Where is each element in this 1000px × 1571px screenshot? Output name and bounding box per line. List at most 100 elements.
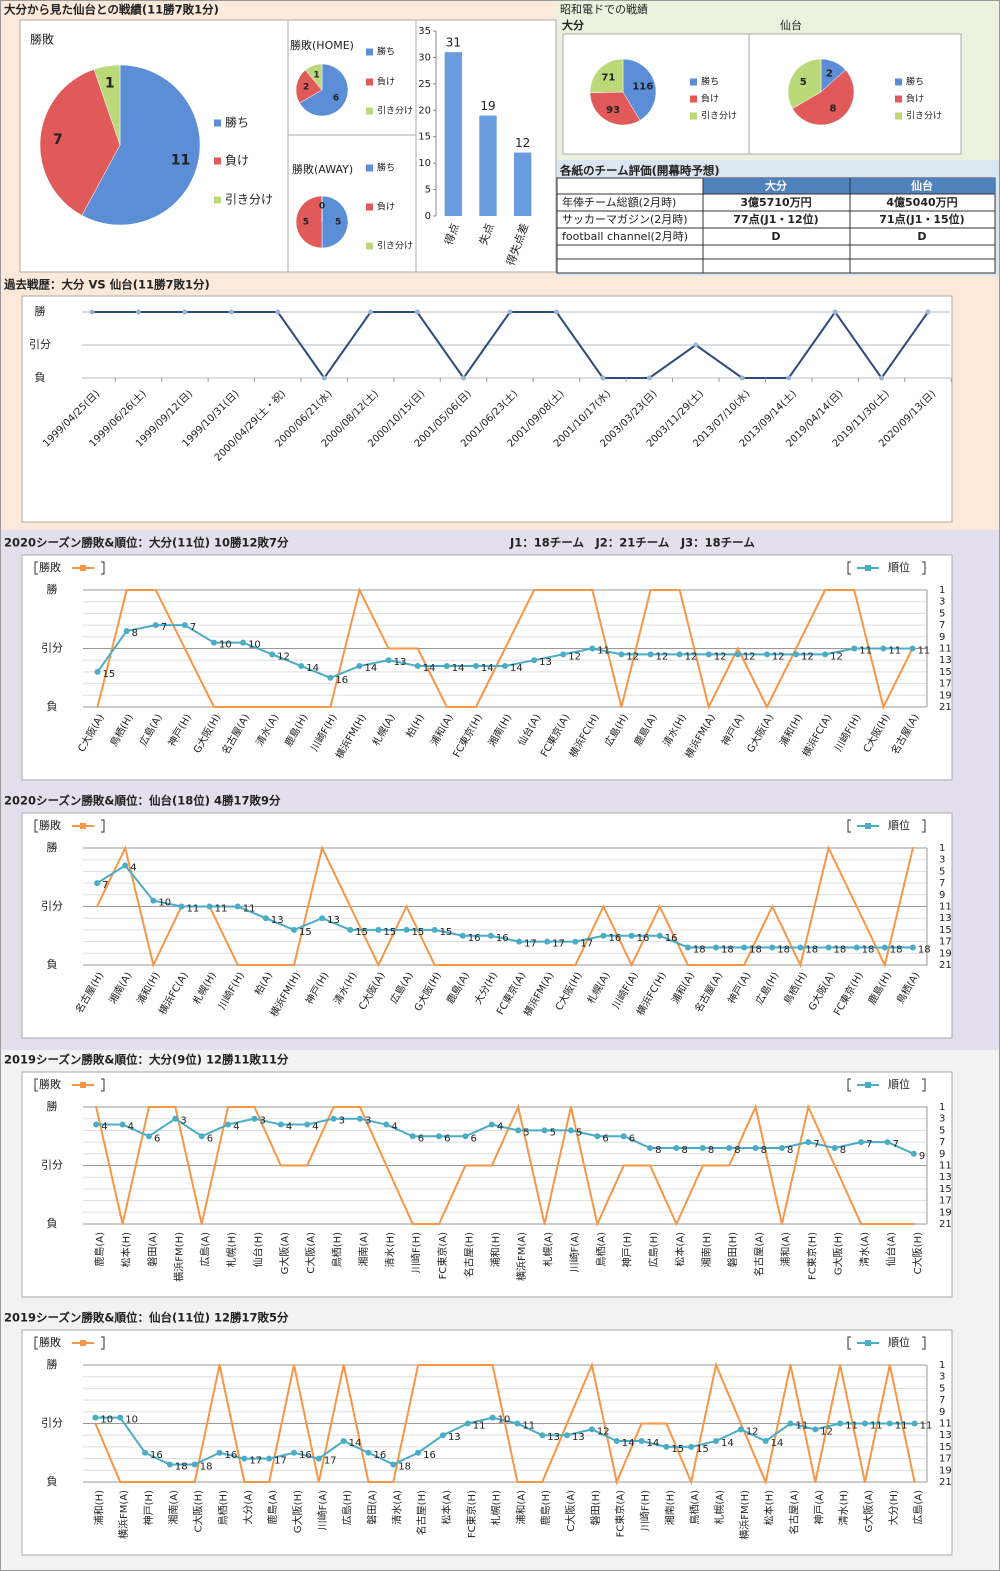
series-marker — [736, 647, 739, 650]
series-marker — [649, 1164, 652, 1167]
y-tick-label: 負 — [35, 371, 46, 384]
data-label: 18 — [777, 944, 790, 955]
series-marker — [385, 1164, 388, 1167]
series-marker — [443, 663, 450, 670]
series-marker — [489, 964, 492, 966]
series-marker — [516, 938, 523, 945]
series-marker — [649, 589, 652, 591]
series-marker — [392, 1481, 395, 1483]
y2-tick-label: 5 — [939, 608, 945, 619]
data-label: 4 — [312, 1122, 318, 1133]
table-header-bg — [703, 178, 995, 194]
series-marker — [438, 1223, 441, 1225]
y-tick-label: 引分 — [41, 1158, 63, 1172]
y2-tick-label: 9 — [939, 1407, 945, 1418]
series-marker — [541, 1481, 544, 1483]
series-marker — [880, 645, 887, 652]
data-label: 6 — [602, 1133, 608, 1144]
legend-marker — [80, 1082, 86, 1088]
chart-title: 仙台 — [780, 18, 802, 32]
chart-box — [21, 812, 953, 1039]
line-marker — [321, 375, 327, 381]
x-tick-label: 神戸(A) — [812, 1490, 825, 1525]
legend-label: 勝ち — [701, 76, 719, 88]
x-tick-label: 湘南(A) — [167, 1490, 180, 1525]
series-marker — [656, 932, 663, 939]
x-tick-label: 鳥栖(H) — [331, 1232, 344, 1267]
x-tick-label: 磐田(A) — [146, 1232, 159, 1267]
x-tick-label: 横浜FM(H) — [738, 1490, 751, 1540]
data-label: 11 — [597, 646, 610, 657]
series-marker — [241, 1455, 248, 1462]
x-tick-label: 札幌(A) — [713, 1490, 726, 1525]
x-tick-label: 広島(H) — [341, 1490, 354, 1525]
chart-title: 勝敗(AWAY) — [292, 162, 353, 176]
series-marker — [778, 1144, 785, 1151]
series-marker — [812, 1426, 819, 1433]
data-label: 14 — [423, 663, 436, 674]
series-marker — [764, 1481, 767, 1483]
x-tick-label: 磐田(H) — [726, 1232, 739, 1267]
series-marker — [787, 1420, 794, 1427]
series-marker — [839, 1364, 842, 1366]
series-marker — [618, 651, 625, 658]
y2-tick-label: 9 — [939, 632, 945, 643]
data-label: 7 — [102, 880, 108, 891]
series-marker — [121, 1223, 124, 1225]
series-marker — [541, 1127, 548, 1134]
x-tick-label: 浦和(A) — [514, 1490, 527, 1525]
data-label: 8 — [830, 104, 837, 115]
series-marker — [466, 1364, 469, 1366]
data-label: 16 — [496, 933, 509, 944]
line-marker — [739, 375, 745, 381]
data-label: 4 — [128, 1122, 134, 1133]
series-marker — [504, 647, 506, 650]
series-marker — [122, 862, 129, 869]
series-marker — [734, 651, 741, 658]
series-marker — [125, 589, 128, 591]
data-label: 5 — [550, 1127, 556, 1138]
series-marker — [741, 944, 748, 951]
data-label: 11 — [888, 646, 901, 657]
data-label: 14 — [349, 1438, 362, 1449]
series-marker — [518, 964, 521, 966]
data-label: 8 — [787, 1145, 793, 1156]
data-label: 6 — [629, 1133, 635, 1144]
data-label: 18 — [693, 944, 706, 955]
annotation: J1：18チーム J2：21チーム J3：18チーム — [509, 536, 755, 550]
series-marker — [911, 1420, 918, 1427]
data-label: 15 — [355, 927, 368, 938]
legend-label: 勝ち — [377, 46, 395, 58]
data-label: 12 — [772, 651, 785, 662]
line-marker — [646, 375, 652, 381]
legend-swatch — [895, 78, 902, 86]
series-marker — [684, 944, 691, 951]
series-marker — [439, 1432, 446, 1439]
series-marker — [436, 1133, 443, 1140]
y-tick-label: 勝 — [47, 840, 58, 854]
series-marker — [647, 1144, 654, 1151]
x-tick-label: 川崎F(A) — [316, 1490, 329, 1530]
series-marker — [375, 926, 382, 933]
legend-swatch — [214, 157, 221, 165]
y-tick-label: 負 — [47, 700, 58, 713]
bar — [514, 152, 532, 216]
pie-slice — [589, 58, 624, 93]
data-label: 6 — [154, 1133, 160, 1144]
line-marker — [693, 342, 699, 348]
legend-swatch — [366, 203, 373, 211]
series-marker — [212, 706, 215, 708]
x-tick-label: FC東京(A) — [436, 1232, 449, 1279]
y2-tick-label: 19 — [939, 690, 952, 701]
series-marker — [236, 964, 239, 966]
table-row-label: football channel(2月時) — [562, 230, 688, 243]
y2-tick-label: 5 — [939, 1383, 945, 1394]
legend-bracket — [101, 1336, 105, 1350]
data-label: 10 — [498, 1415, 511, 1426]
line-marker — [553, 309, 559, 315]
data-label: 6 — [207, 1133, 213, 1144]
series-marker — [271, 706, 274, 708]
data-label: 12 — [743, 651, 756, 662]
series-marker — [765, 706, 768, 708]
